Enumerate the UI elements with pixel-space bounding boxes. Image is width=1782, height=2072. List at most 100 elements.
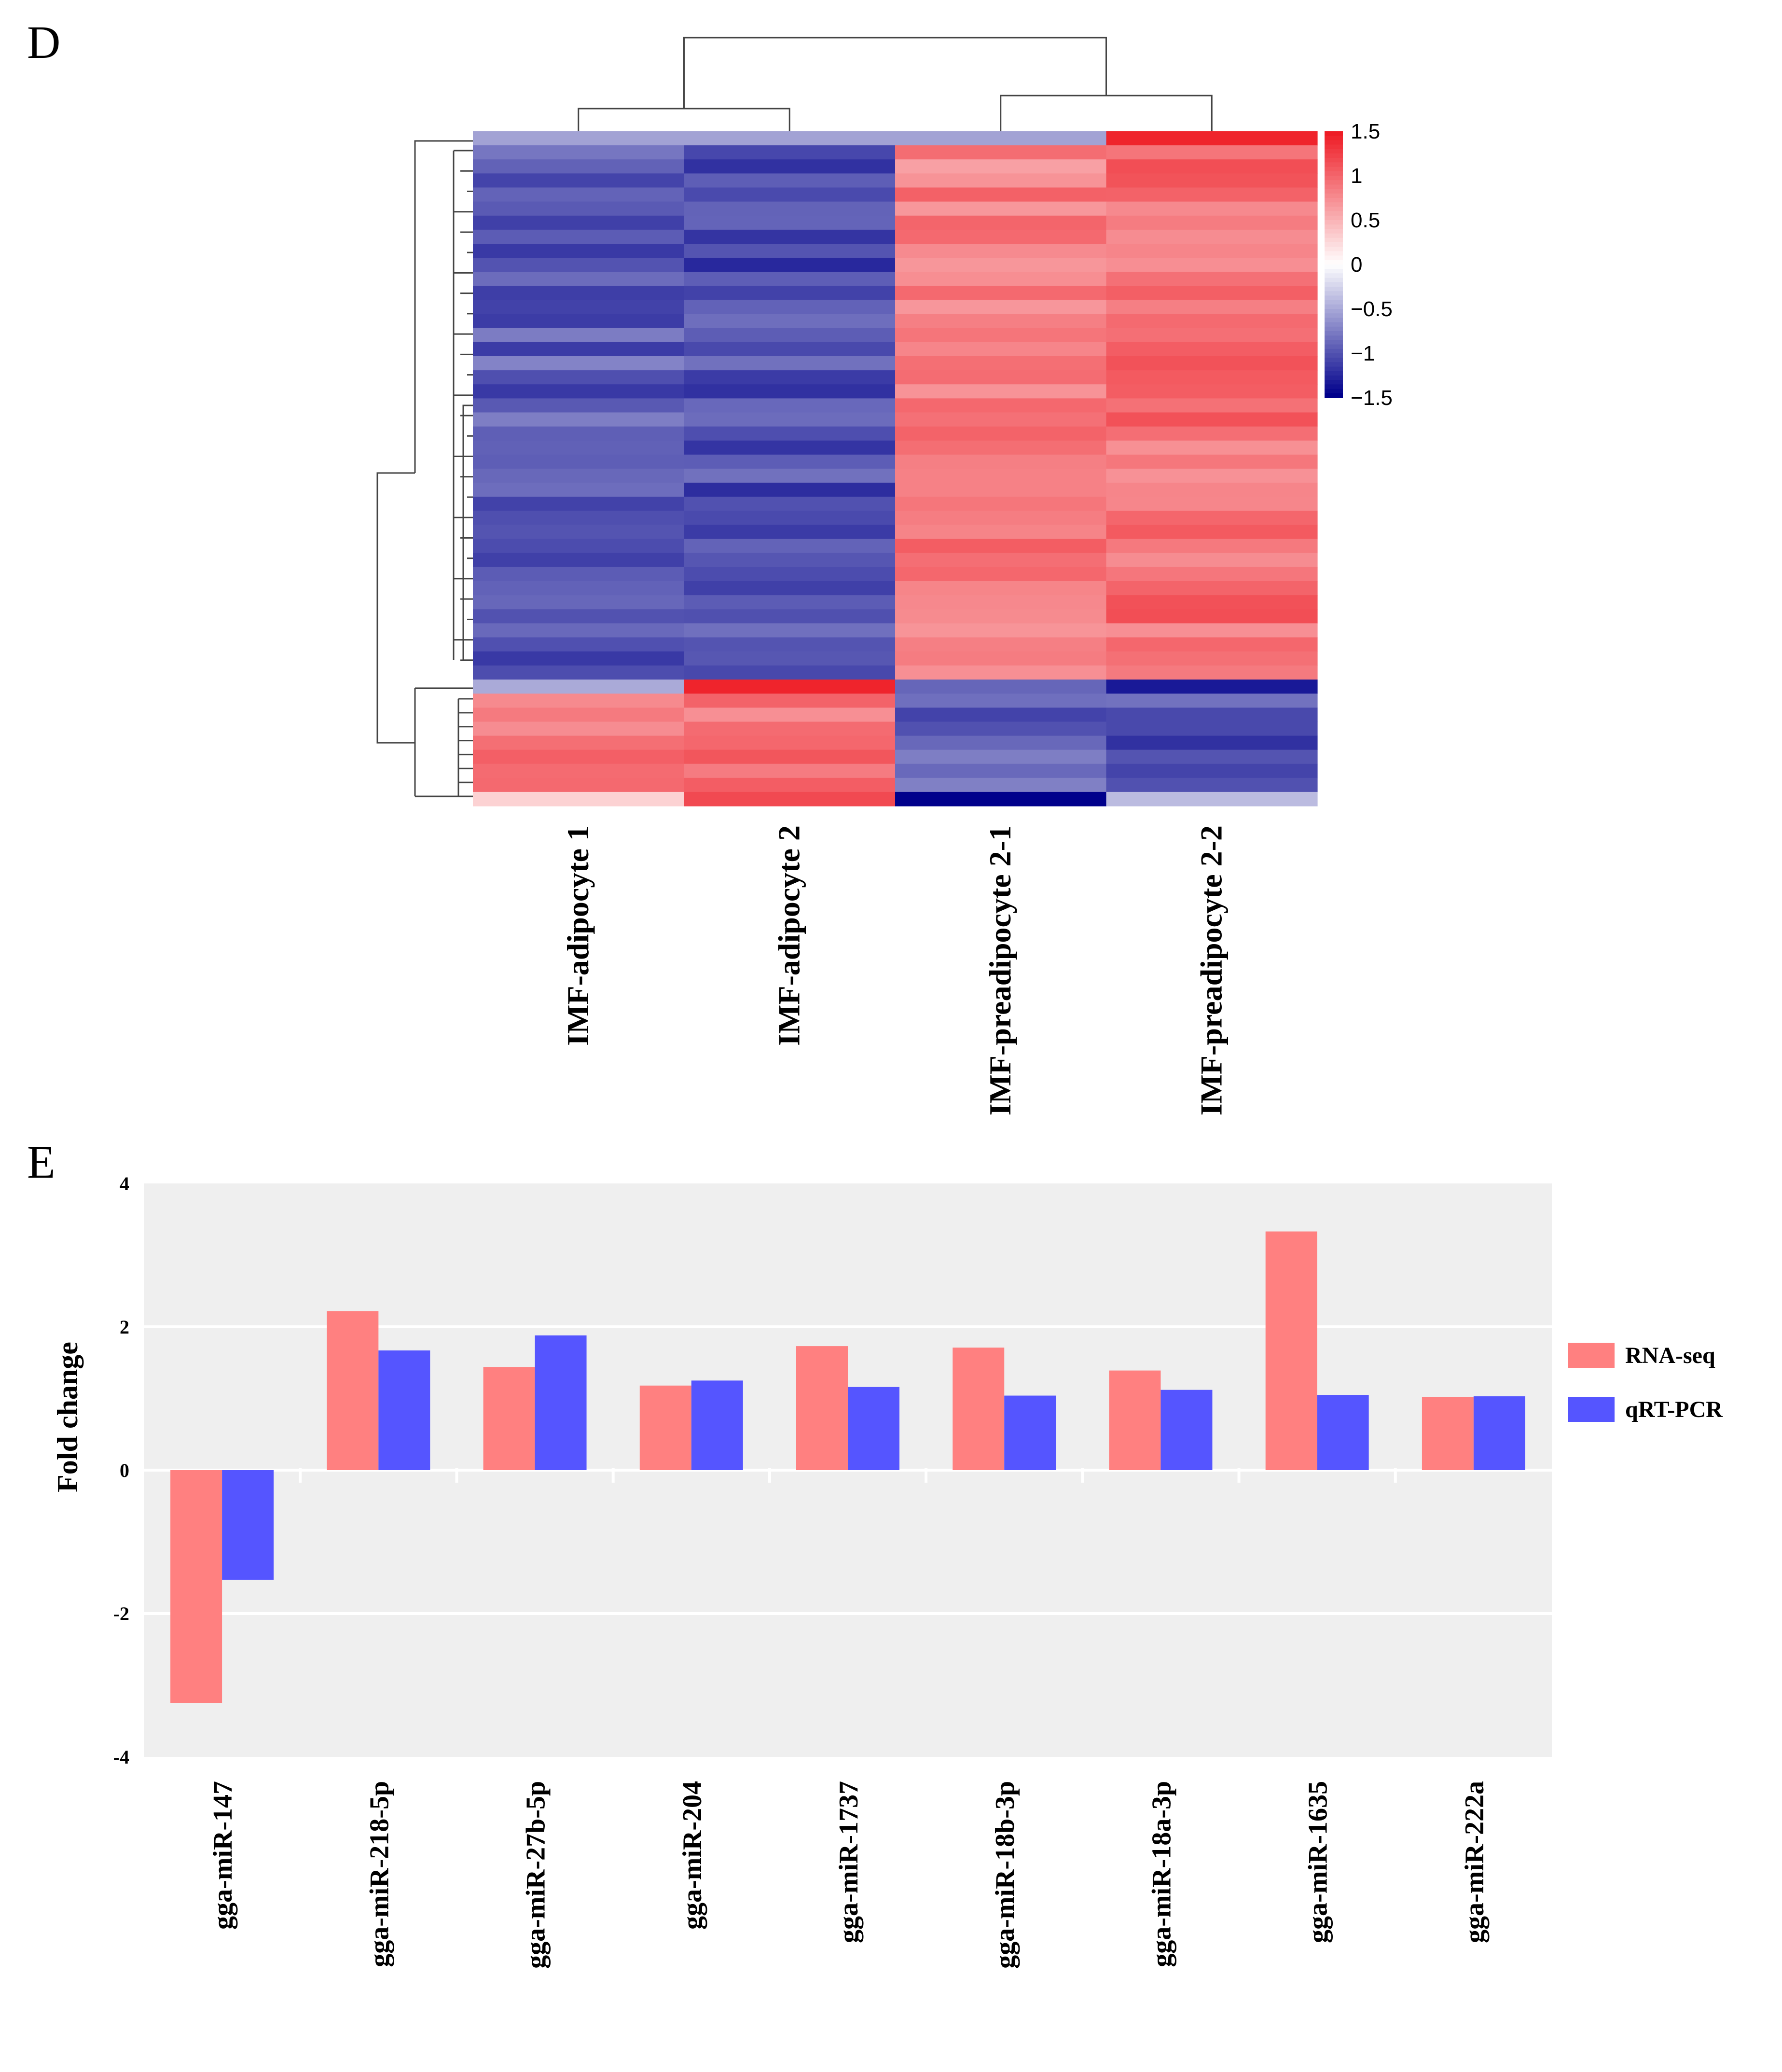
heatmap-cell bbox=[1106, 483, 1318, 497]
heatmap-cell bbox=[473, 581, 685, 596]
legend-swatch bbox=[1568, 1397, 1615, 1422]
heatmap-cell bbox=[1106, 229, 1318, 244]
heatmap-cell bbox=[895, 497, 1107, 511]
heatmap-cell bbox=[895, 539, 1107, 554]
heatmap-cell bbox=[1106, 609, 1318, 624]
heatmap-cell bbox=[473, 131, 685, 146]
x-axis-ticks: gga-miR-147 gga-miR-218-5p gga-miR-27b-5p g… bbox=[208, 1781, 1490, 1969]
heatmap-cell bbox=[1106, 300, 1318, 315]
y-tick-label: -4 bbox=[113, 1746, 129, 1768]
bar-qrt-pcr bbox=[848, 1387, 899, 1470]
heatmap-cell bbox=[473, 792, 685, 807]
heatmap-cell bbox=[895, 314, 1107, 329]
heatmap-cell bbox=[473, 370, 685, 385]
heatmap-cell bbox=[895, 398, 1107, 413]
x-tick-label: gga-miR-1635 bbox=[1303, 1781, 1333, 1943]
heatmap-cell bbox=[473, 342, 685, 357]
heatmap-cell bbox=[473, 567, 685, 582]
bar-qrt-pcr bbox=[1317, 1395, 1369, 1470]
colorbar-segment bbox=[1325, 318, 1343, 323]
dendrogram-branch bbox=[414, 140, 473, 473]
heatmap-cell bbox=[684, 159, 896, 174]
heatmap-cell bbox=[1106, 440, 1318, 455]
heatmap-cell bbox=[684, 792, 896, 807]
heatmap-cell bbox=[895, 258, 1107, 272]
colorbar-segment bbox=[1325, 211, 1343, 216]
colorbar-segment bbox=[1325, 193, 1343, 198]
heatmap-cell bbox=[684, 511, 896, 526]
heatmap-cell bbox=[684, 750, 896, 765]
colorbar-segment bbox=[1325, 340, 1343, 345]
colorbar-segment bbox=[1325, 273, 1343, 278]
colorbar-segment bbox=[1325, 224, 1343, 230]
heatmap-cell bbox=[1106, 539, 1318, 554]
y-axis-label: Fold change bbox=[52, 1342, 83, 1492]
heatmap-cell bbox=[473, 201, 685, 216]
heatmap-cell bbox=[1106, 244, 1318, 258]
colorbar-segment bbox=[1325, 247, 1343, 252]
heatmap-cell bbox=[473, 764, 685, 779]
bar-rna-seq bbox=[483, 1367, 535, 1470]
heatmap-cell bbox=[895, 384, 1107, 399]
panel-e-letter: E bbox=[27, 1136, 55, 1188]
heatmap-cell bbox=[684, 131, 896, 146]
colorbar-segment bbox=[1325, 171, 1343, 176]
colorbar-segment bbox=[1325, 362, 1343, 367]
heatmap-cell bbox=[473, 623, 685, 638]
heatmap-cell bbox=[684, 483, 896, 497]
colorbar-segment bbox=[1325, 158, 1343, 163]
heatmap-cell bbox=[895, 637, 1107, 652]
heatmap-column-label: IMF-adipocyte 2 bbox=[772, 825, 806, 1046]
heatmap-cell bbox=[1106, 694, 1318, 708]
heatmap-cell bbox=[895, 356, 1107, 371]
heatmap-cell bbox=[684, 187, 896, 202]
colorbar-tick-label: 1 bbox=[1351, 164, 1362, 188]
heatmap-cell bbox=[895, 131, 1107, 146]
heatmap-cell bbox=[684, 623, 896, 638]
heatmap-cell bbox=[1106, 553, 1318, 568]
heatmap-cell bbox=[473, 539, 685, 554]
colorbar-segment bbox=[1325, 371, 1343, 376]
heatmap-cell bbox=[895, 736, 1107, 751]
bar-qrt-pcr bbox=[535, 1335, 587, 1470]
heatmap-cell bbox=[895, 300, 1107, 315]
heatmap-cell bbox=[1106, 454, 1318, 469]
colorbar-segment bbox=[1325, 335, 1343, 341]
legend-label: qRT-PCR bbox=[1625, 1397, 1723, 1422]
heatmap-cell bbox=[684, 525, 896, 540]
heatmap-cell bbox=[473, 679, 685, 694]
heatmap-cell bbox=[473, 483, 685, 497]
heatmap-cell bbox=[473, 398, 685, 413]
colorbar-segment bbox=[1325, 242, 1343, 248]
heatmap-cell bbox=[895, 286, 1107, 301]
colorbar-segment bbox=[1325, 304, 1343, 309]
heatmap-cell bbox=[1106, 722, 1318, 736]
heatmap-cell bbox=[473, 300, 685, 315]
colorbar-segment bbox=[1325, 251, 1343, 256]
x-tick-label: gga-miR-222a bbox=[1460, 1781, 1490, 1943]
colorbar-segment bbox=[1325, 278, 1343, 283]
heatmap-cell bbox=[473, 469, 685, 483]
colorbar-segment bbox=[1325, 331, 1343, 336]
heatmap-colorbar: 1.5 1 0.5 0 −0.5 −1 −1.5 bbox=[1325, 120, 1393, 410]
heatmap-cell bbox=[684, 497, 896, 511]
bar-rna-seq bbox=[327, 1311, 379, 1470]
colorbar-segment bbox=[1325, 229, 1343, 234]
heatmap-cell bbox=[684, 539, 896, 554]
heatmap-cell bbox=[1106, 426, 1318, 441]
heatmap-cell bbox=[1106, 173, 1318, 188]
heatmap-cell bbox=[473, 454, 685, 469]
colorbar-segment bbox=[1325, 282, 1343, 287]
heatmap-cell bbox=[895, 159, 1107, 174]
colorbar-segment bbox=[1325, 389, 1343, 394]
heatmap-cell bbox=[895, 229, 1107, 244]
heatmap-cell bbox=[1106, 314, 1318, 329]
heatmap-cell bbox=[684, 426, 896, 441]
heatmap-column-label: IMF-adipocyte 1 bbox=[561, 825, 595, 1046]
colorbar-tick-label: −1.5 bbox=[1351, 386, 1393, 410]
heatmap-cell bbox=[473, 356, 685, 371]
heatmap-cell bbox=[684, 342, 896, 357]
bar-qrt-pcr bbox=[691, 1380, 743, 1470]
heatmap-cell bbox=[1106, 328, 1318, 343]
heatmap-cell bbox=[473, 187, 685, 202]
